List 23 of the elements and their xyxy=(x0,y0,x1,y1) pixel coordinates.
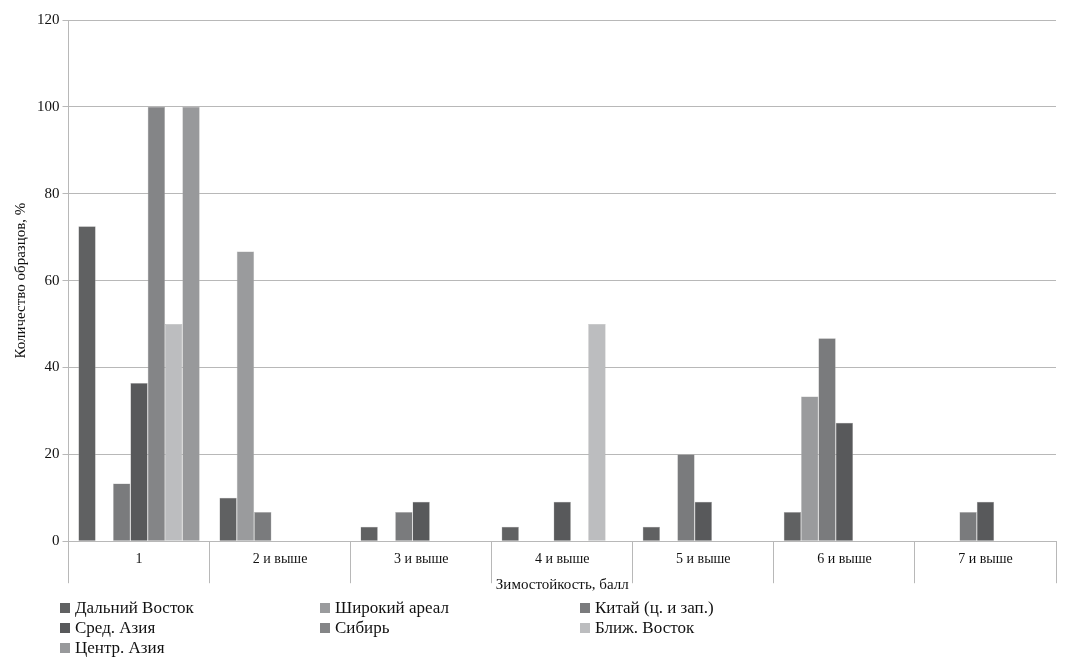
x-tick-label: 1 xyxy=(135,551,143,567)
y-tick-label: 80 xyxy=(44,184,60,201)
y-tick-label: 60 xyxy=(44,271,60,288)
legend-label: Широкий ареал xyxy=(335,598,449,618)
legend-label: Дальний Восток xyxy=(75,598,194,618)
x-tick-label: 6 и выше xyxy=(817,551,872,567)
legend-label: Ближ. Восток xyxy=(595,618,695,638)
y-tick-label: 20 xyxy=(44,445,60,462)
y-tick-label: 40 xyxy=(44,358,60,375)
y-tick-label: 120 xyxy=(37,10,60,27)
legend-label: Китай (ц. и зап.) xyxy=(595,598,714,618)
x-tick-label: 7 и выше xyxy=(958,551,1013,567)
legend-label: Центр. Азия xyxy=(75,638,165,658)
x-tick-label: 2 и выше xyxy=(252,551,308,567)
y-axis-title: Количество образцов, % xyxy=(11,202,28,359)
x-tick-label: 5 и выше xyxy=(676,551,731,567)
legend-label: Сибирь xyxy=(335,618,390,638)
y-tick-label: 0 xyxy=(52,532,60,549)
x-tick-label: 3 и выше xyxy=(393,551,449,567)
x-tick-label: 4 и выше xyxy=(534,551,590,567)
legend-label: Сред. Азия xyxy=(75,618,156,638)
x-axis-title: Зимостойкость, балл xyxy=(495,575,630,592)
y-tick-label: 100 xyxy=(37,97,60,114)
